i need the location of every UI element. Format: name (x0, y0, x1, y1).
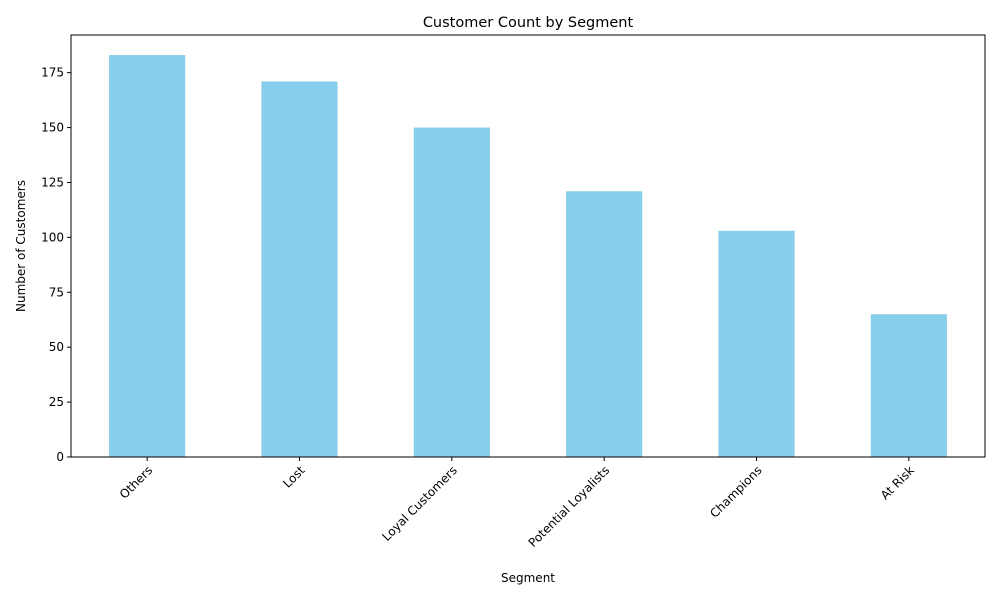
y-tick-label: 75 (49, 285, 64, 299)
bar-others (109, 55, 186, 457)
bar-potential-loyalists (566, 191, 643, 457)
y-tick-label: 25 (49, 395, 64, 409)
y-tick-label: 150 (41, 121, 64, 135)
bar-lost (261, 81, 338, 457)
y-tick-label: 50 (49, 340, 64, 354)
bars-layer (109, 55, 947, 457)
bar-at-risk (870, 314, 947, 457)
plot-frame (70, 34, 986, 458)
y-tick-label: 125 (41, 175, 64, 189)
bar-loyal-customers (413, 127, 490, 457)
y-tick-label: 0 (56, 450, 64, 464)
bar-champions (718, 230, 795, 457)
y-tick-label: 175 (41, 66, 64, 80)
y-tick-label: 100 (41, 230, 64, 244)
x-axis-label: Segment (501, 571, 555, 585)
chart-title: Customer Count by Segment (423, 15, 634, 31)
y-axis-label: Number of Customers (14, 180, 28, 312)
y-axis-ticks: 0 25 50 75 100 125 150 175 (41, 66, 71, 464)
